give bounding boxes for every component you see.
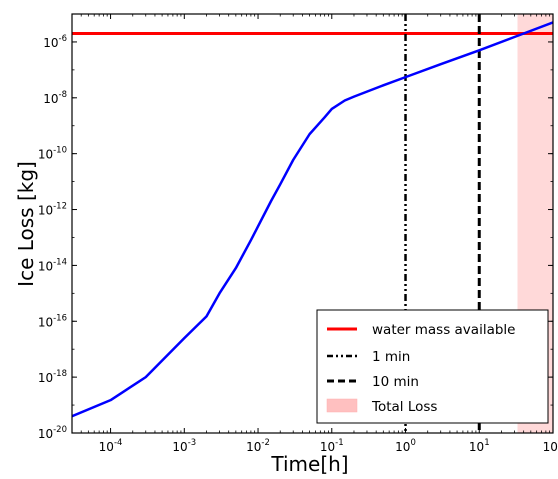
x-tick-label-exponent: -4 [114,438,122,448]
x-tick-label: 10-4 [99,438,123,454]
legend: water mass available 1 min 10 min Total … [316,309,549,424]
legend-label-10-min: 10 min [372,374,419,390]
y-tick-label-exponent: -18 [53,369,67,379]
y-tick-label: 10-18 [38,369,67,385]
y-tick-label-base: 10 [38,259,53,273]
y-tick-label-base: 10 [38,315,53,329]
x-tick-label-base: 10 [543,440,558,454]
x-tick-label-exponent: -1 [335,438,343,448]
y-tick-label-base: 10 [43,36,58,50]
x-tick-label: 10-1 [320,438,344,454]
x-axis-label: Time[h] [270,452,348,476]
y-tick-label: 10-12 [38,202,67,218]
x-tick-label: 102 [543,438,558,454]
y-tick-label-exponent: -14 [53,257,67,267]
legend-label-water-mass: water mass available [372,322,515,338]
x-tick-label-base: 10 [246,440,261,454]
y-tick-label-exponent: -16 [53,313,67,323]
x-tick-label-exponent: -2 [261,438,269,448]
y-tick-label: 10-14 [38,257,67,273]
y-tick-label-exponent: -12 [53,202,67,212]
y-tick-label: 10-16 [38,313,67,329]
x-tick-label-base: 10 [172,440,187,454]
y-tick-label: 10-8 [43,90,67,106]
x-tick-label-base: 10 [395,440,410,454]
plot-frame [71,13,554,434]
x-tick-label-base: 10 [469,440,484,454]
x-tick-label-base: 10 [320,440,335,454]
x-tick-label-exponent: -3 [188,438,196,448]
y-tick-label: 10-6 [43,34,67,50]
y-tick-label-base: 10 [38,371,53,385]
y-tick-label-exponent: -6 [59,34,67,44]
y-tick-label: 10-10 [38,146,67,162]
x-tick-label-exponent: 0 [410,438,415,448]
y-tick-label-base: 10 [43,92,58,106]
axes: 10-410-310-210-110010110210-2010-1810-16… [38,13,558,454]
y-tick-label-exponent: -10 [53,146,67,156]
ice-loss-curve [72,21,553,418]
y-tick-label-exponent: -20 [53,425,67,435]
x-tick-label-exponent: 1 [484,438,489,448]
x-tick-label: 101 [469,438,490,454]
x-tick-label: 10-3 [172,438,196,454]
x-tick-label: 10-2 [246,438,270,454]
legend-label-1-min: 1 min [372,349,410,365]
legend-label-total-loss: Total Loss [371,399,437,415]
x-tick-label: 100 [395,438,416,454]
legend-swatch-total-loss [326,398,358,413]
y-tick-label-exponent: -8 [59,90,67,100]
y-tick-label-base: 10 [38,148,53,162]
y-tick-label-base: 10 [38,204,53,218]
y-axis-label: Ice Loss [kg] [14,161,38,287]
y-tick-label: 10-20 [38,425,67,441]
x-tick-label-base: 10 [99,440,114,454]
y-tick-label-base: 10 [38,427,53,441]
